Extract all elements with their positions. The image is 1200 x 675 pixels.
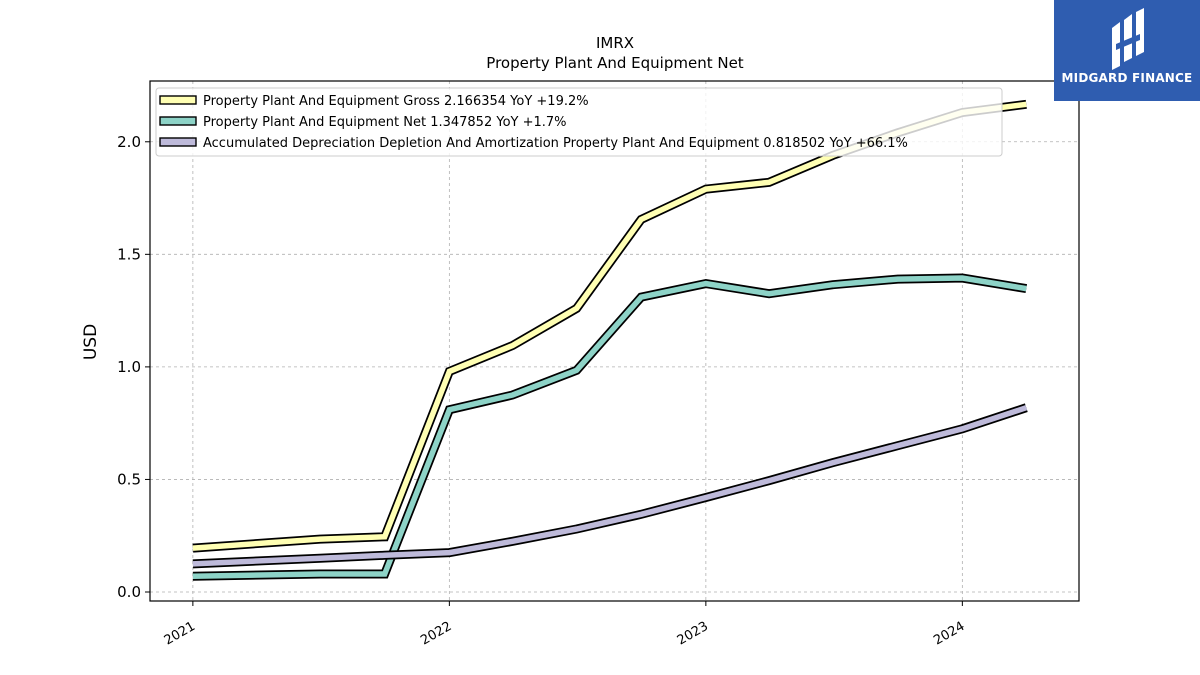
legend-swatch (159, 95, 197, 105)
legend-swatch (159, 116, 197, 126)
legend: Property Plant And Equipment Gross 2.166… (155, 87, 1003, 157)
y-tick-label: 2.0 (117, 133, 141, 151)
x-tick-label: 2023 (675, 619, 711, 649)
brand-logo: MIDGARD FINANCE (1054, 0, 1200, 101)
x-tick-label: 2024 (931, 619, 967, 649)
series-lines (192, 99, 1028, 581)
y-axis-label: USD (81, 324, 101, 360)
y-tick-label: 0.0 (117, 583, 141, 601)
y-tick-label: 1.5 (117, 245, 141, 263)
chart-subtitle: Property Plant And Equipment Net (486, 54, 743, 72)
series-line-2 (192, 405, 1028, 567)
logo-text: MIDGARD FINANCE (1061, 71, 1193, 85)
chart-title: IMRX (596, 34, 634, 52)
x-tick-label: 2021 (162, 619, 198, 649)
series-line-1 (192, 275, 1027, 579)
legend-label: Property Plant And Equipment Gross 2.166… (203, 94, 589, 109)
legend-label: Accumulated Depreciation Depletion And A… (203, 136, 908, 151)
legend-label: Property Plant And Equipment Net 1.34785… (203, 115, 567, 130)
x-tick-label: 2022 (418, 619, 454, 649)
series-outline-1 (192, 273, 1028, 581)
y-tick-label: 0.5 (117, 470, 141, 488)
midgard-logo-icon (1112, 8, 1144, 70)
plot-frame (149, 80, 1080, 602)
legend-box (155, 87, 1003, 157)
y-tick-label: 1.0 (117, 358, 141, 376)
legend-swatch (159, 137, 197, 147)
